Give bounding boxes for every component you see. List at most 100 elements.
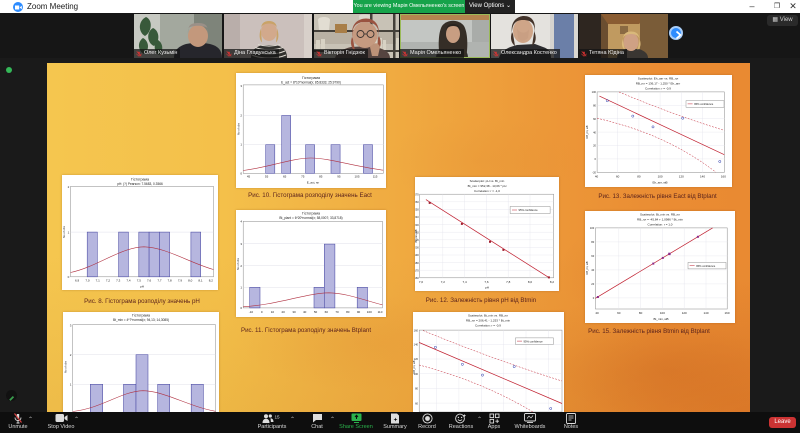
svg-text:95% confidence: 95% confidence (694, 102, 714, 106)
svg-text:7,9: 7,9 (178, 279, 183, 283)
svg-text:70: 70 (335, 310, 339, 314)
svg-text:60: 60 (591, 254, 594, 258)
svg-text:Гістограма: Гістограма (302, 212, 320, 216)
svg-text:180: 180 (415, 261, 419, 265)
svg-text:7,0: 7,0 (85, 279, 90, 283)
svg-text:рН: рН (485, 286, 489, 290)
svg-text:40: 40 (303, 310, 307, 314)
svg-text:100: 100 (592, 90, 597, 94)
svg-text:40: 40 (595, 175, 599, 179)
svg-text:160: 160 (415, 276, 419, 280)
svg-text:-10: -10 (249, 310, 254, 314)
svg-text:210: 210 (415, 238, 419, 242)
svg-text:170: 170 (415, 268, 419, 272)
svg-text:RB_пл = 206,41 - 1,253 * Bt_mi: RB_пл = 206,41 - 1,253 * Bt_min (466, 319, 510, 323)
svg-text:7,1: 7,1 (96, 279, 101, 283)
svg-text:7,8: 7,8 (506, 280, 511, 284)
svg-text:E_act, мг: E_act, мг (307, 181, 320, 185)
svg-text:RB_пл, мВ: RB_пл, мВ (413, 360, 416, 373)
svg-text:8,0: 8,0 (528, 280, 533, 284)
svg-text:4: 4 (240, 220, 242, 224)
svg-text:250: 250 (415, 208, 419, 212)
svg-text:7,5: 7,5 (137, 279, 142, 283)
svg-text:60: 60 (593, 117, 596, 121)
svg-text:7,2: 7,2 (441, 280, 446, 284)
svg-text:95: 95 (337, 175, 341, 179)
svg-text:90: 90 (357, 310, 361, 314)
svg-text:3: 3 (240, 242, 242, 246)
svg-text:0: 0 (595, 157, 597, 161)
svg-text:Bt_min, мВ: Bt_min, мВ (415, 229, 418, 242)
svg-text:40: 40 (591, 268, 594, 272)
svg-text:230: 230 (415, 223, 419, 227)
svg-text:200: 200 (415, 246, 419, 250)
svg-text:7,2: 7,2 (106, 279, 111, 283)
svg-text:2: 2 (68, 185, 70, 189)
svg-text:80: 80 (639, 311, 643, 315)
svg-text:95% confidence: 95% confidence (696, 264, 716, 268)
svg-text:0: 0 (261, 310, 263, 314)
svg-text:1: 1 (68, 230, 70, 234)
svg-text:Eh_акт, мВ: Eh_акт, мВ (652, 181, 667, 185)
svg-text:80: 80 (637, 175, 641, 179)
svg-text:7,7: 7,7 (157, 279, 162, 283)
svg-text:7,8: 7,8 (168, 279, 173, 283)
svg-text:60: 60 (415, 401, 418, 405)
svg-text:7,3: 7,3 (116, 279, 121, 283)
svg-text:20: 20 (282, 310, 286, 314)
svg-text:рН: (?) Pearson: 7.5683, 0.356: рН: (?) Pearson: 7.5683, 0.3566 (117, 182, 163, 186)
svg-text:2: 2 (240, 264, 242, 268)
svg-text:8,1: 8,1 (198, 279, 203, 283)
svg-text:0: 0 (240, 171, 242, 175)
svg-text:Bt_min = 952,38 - 13,06 * рН: Bt_min = 952,38 - 13,06 * рН (468, 184, 507, 188)
svg-text:80: 80 (591, 240, 594, 244)
svg-text:95% confidence: 95% confidence (519, 208, 539, 212)
svg-text:20: 20 (591, 282, 594, 286)
svg-text:Scatterplot: Bt_min vs. RB_пл: Scatterplot: Bt_min vs. RB_пл (468, 314, 508, 318)
svg-text:Correlation: r = -0,9: Correlation: r = -0,9 (645, 87, 671, 91)
svg-text:No of obs: No of obs (62, 225, 66, 238)
svg-text:115: 115 (373, 175, 378, 179)
svg-text:No of obs: No of obs (63, 360, 67, 373)
svg-text:100: 100 (658, 175, 663, 179)
svg-text:Гістограма: Гістограма (302, 76, 320, 80)
svg-text:Scatterplot: Bt_min vs. RB_пл: Scatterplot: Bt_min vs. RB_пл (640, 213, 680, 217)
svg-text:55: 55 (265, 175, 269, 179)
svg-text:2: 2 (240, 114, 242, 118)
svg-text:100: 100 (660, 311, 665, 315)
svg-text:140: 140 (703, 311, 708, 315)
svg-text:80: 80 (593, 104, 596, 108)
svg-text:80: 80 (415, 387, 418, 391)
svg-text:50: 50 (314, 310, 318, 314)
svg-text:Bt_plant = 6*20*normal(x; 58,0: Bt_plant = 6*20*normal(x; 58,0007; 33,87… (279, 216, 342, 220)
svg-text:RB_пл = 136,17 - 1,250 * Eh_ак: RB_пл = 136,17 - 1,250 * Eh_акт (636, 82, 681, 86)
svg-text:120: 120 (682, 311, 687, 315)
svg-text:65: 65 (283, 175, 287, 179)
svg-text:рН: рН (140, 285, 144, 289)
svg-text:0: 0 (68, 275, 70, 279)
svg-text:E_act = 8*10*normal(x; 85.8333: E_act = 8*10*normal(x; 85.8333; 25.9790) (281, 81, 341, 85)
svg-text:8,0: 8,0 (188, 279, 193, 283)
svg-text:Scatterplot: Eh_акт vs. RB_пл: Scatterplot: Eh_акт vs. RB_пл (638, 77, 679, 81)
svg-text:3: 3 (70, 323, 72, 327)
svg-text:8,2: 8,2 (209, 279, 214, 283)
svg-text:Correlation: r = 1,0: Correlation: r = 1,0 (648, 223, 673, 227)
svg-text:60: 60 (616, 175, 620, 179)
svg-text:RB_пл = -45,84 + 1,0986 * Bt_m: RB_пл = -45,84 + 1,0986 * Bt_min (637, 218, 683, 222)
svg-text:120: 120 (414, 357, 419, 361)
svg-text:7,0: 7,0 (419, 280, 424, 284)
svg-text:RB_пл, мВ: RB_пл, мВ (585, 125, 589, 138)
svg-text:1: 1 (240, 143, 242, 147)
svg-text:7,6: 7,6 (147, 279, 152, 283)
svg-text:160: 160 (414, 328, 419, 332)
svg-text:105: 105 (354, 175, 359, 179)
svg-text:100: 100 (367, 310, 372, 314)
svg-text:2: 2 (70, 353, 72, 357)
svg-text:75: 75 (301, 175, 305, 179)
svg-text:120: 120 (679, 175, 684, 179)
svg-text:100: 100 (414, 372, 419, 376)
svg-text:No of obs: No of obs (237, 122, 241, 135)
svg-text:7,6: 7,6 (484, 280, 489, 284)
svg-text:6,9: 6,9 (75, 279, 80, 283)
svg-text:40: 40 (593, 130, 596, 134)
